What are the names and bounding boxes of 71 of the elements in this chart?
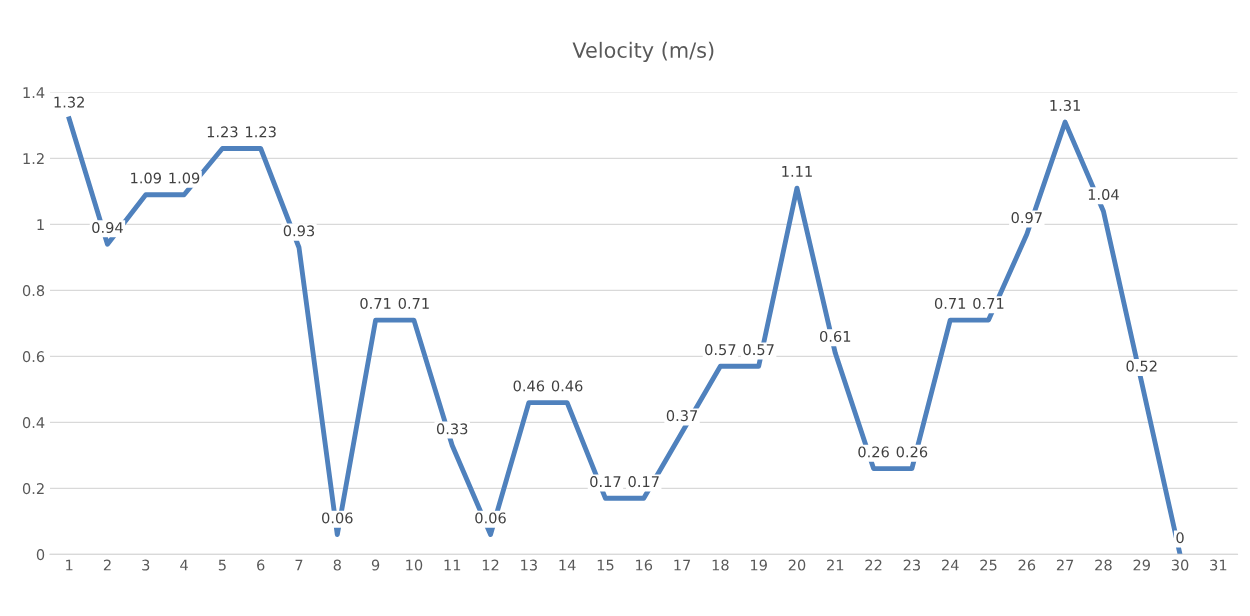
data-label: 1.23	[246, 126, 276, 138]
x-tick-label: 14	[559, 559, 576, 571]
data-label: 0.33	[436, 423, 468, 435]
data-label: 0.57	[743, 344, 774, 356]
data-label: 1.32	[54, 96, 84, 108]
x-tick-label: 10	[406, 559, 423, 571]
x-tick-label: 31	[1210, 559, 1227, 571]
x-tick-label: 7	[295, 559, 303, 571]
data-label: 0.61	[820, 330, 851, 342]
x-tick-label: 24	[941, 559, 959, 571]
x-tick-label: 21	[827, 559, 844, 571]
data-label: 1.09	[131, 172, 161, 184]
y-tick-label: 1	[37, 219, 44, 230]
data-label: 0.71	[360, 297, 391, 309]
x-tick-label: 19	[750, 559, 767, 571]
x-tick-label: 4	[180, 559, 188, 571]
data-label: 0.17	[628, 476, 659, 488]
data-label: 1.31	[1050, 99, 1081, 111]
x-tick-label: 16	[636, 559, 653, 571]
data-label: 0.57	[705, 344, 736, 356]
y-tick-label: 1.2	[23, 153, 44, 164]
x-tick-label: 28	[1095, 559, 1112, 571]
data-label: 0.97	[1011, 212, 1042, 224]
x-tick-label: 25	[980, 559, 997, 571]
data-label: 0.37	[666, 410, 698, 422]
x-tick-label: 23	[903, 559, 920, 571]
data-label: 0.06	[322, 512, 353, 524]
data-label: 0.17	[590, 476, 621, 488]
x-tick-label: 29	[1133, 559, 1150, 571]
data-label: 0.93	[283, 225, 315, 237]
x-tick-label: 22	[865, 559, 882, 571]
data-label: 1.11	[782, 166, 812, 177]
data-label: 0.71	[398, 297, 429, 309]
data-label: 0.52	[1126, 360, 1157, 372]
x-tick-label: 13	[521, 559, 537, 571]
data-label: 0.46	[513, 380, 545, 392]
x-tick-label: 20	[788, 559, 806, 571]
data-label: 0.26	[858, 446, 889, 458]
chart-title: Velocity (m/s)	[572, 41, 714, 63]
data-label: 0.71	[973, 297, 1004, 309]
x-tick-label: 18	[712, 559, 729, 571]
data-label: 0	[1176, 532, 1184, 544]
y-tick-label: 0.2	[22, 483, 44, 495]
x-tick-label: 15	[597, 559, 614, 571]
x-tick-label: 3	[142, 559, 150, 571]
x-tick-label: 27	[1056, 559, 1074, 571]
data-label: 0.46	[551, 380, 583, 392]
x-tick-label: 26	[1018, 559, 1036, 571]
data-label: 1.04	[1088, 189, 1119, 201]
x-tick-label: 1	[66, 559, 73, 571]
x-tick-label: 8	[333, 559, 341, 571]
x-tick-label: 12	[482, 559, 499, 571]
y-tick-label: 0	[36, 549, 45, 561]
y-tick-label: 1.4	[23, 87, 45, 98]
x-tick-label: 17	[674, 559, 691, 571]
line-series	[66, 116, 1183, 555]
data-label: 0.71	[934, 297, 966, 309]
data-label: 0.06	[475, 512, 506, 524]
x-tick-label: 30	[1171, 559, 1189, 571]
data-label: 0.26	[896, 446, 928, 458]
data-label: 1.23	[207, 126, 238, 138]
x-tick-label: 6	[257, 559, 265, 571]
x-tick-label: 11	[444, 559, 461, 571]
y-tick-label: 0.6	[22, 351, 45, 363]
x-tick-label: 5	[218, 559, 226, 571]
y-tick-label: 0.8	[22, 285, 45, 297]
x-tick-label: 2	[103, 559, 111, 571]
data-label: 1.09	[169, 172, 200, 184]
y-tick-label: 0.4	[22, 417, 45, 429]
data-label: 0.94	[92, 222, 123, 234]
x-tick-label: 9	[371, 559, 380, 571]
